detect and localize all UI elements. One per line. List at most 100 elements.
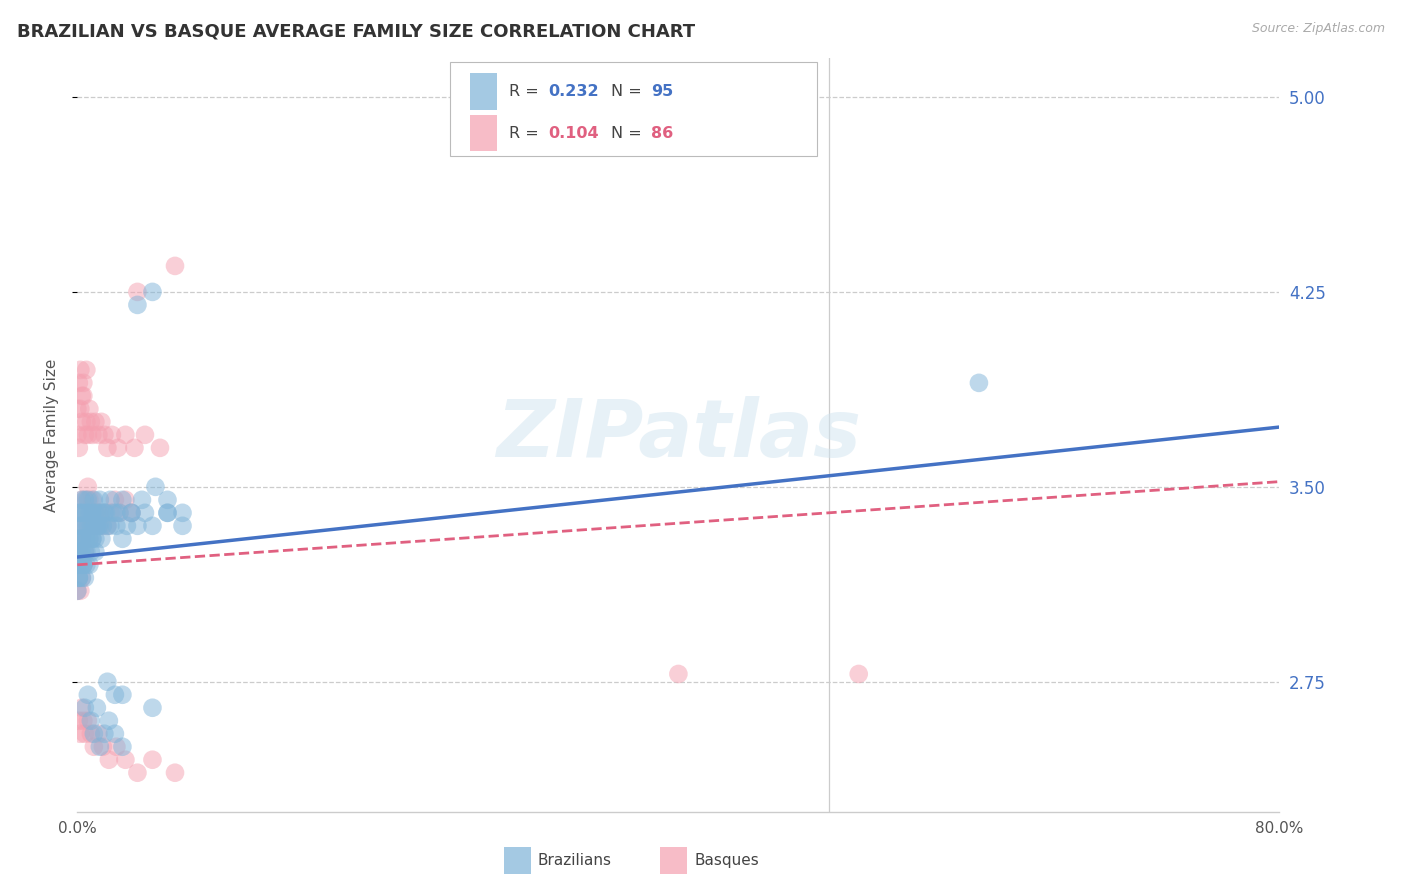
Point bbox=[75, 532, 97, 546]
Point bbox=[76, 518, 98, 533]
Point bbox=[67, 571, 90, 585]
Point bbox=[149, 441, 172, 455]
Point bbox=[75, 492, 97, 507]
Point bbox=[69, 558, 91, 572]
Point bbox=[86, 506, 108, 520]
Point bbox=[105, 739, 128, 754]
Point bbox=[141, 518, 163, 533]
Point bbox=[84, 518, 107, 533]
Point bbox=[66, 427, 89, 442]
Point bbox=[115, 518, 138, 533]
Point bbox=[79, 532, 101, 546]
Point bbox=[97, 753, 120, 767]
Point bbox=[76, 688, 98, 702]
Point bbox=[83, 727, 105, 741]
Point bbox=[131, 492, 153, 507]
Point bbox=[111, 492, 134, 507]
Point bbox=[80, 727, 103, 741]
FancyBboxPatch shape bbox=[661, 847, 686, 874]
Point bbox=[84, 545, 107, 559]
Point bbox=[127, 765, 149, 780]
FancyBboxPatch shape bbox=[471, 73, 496, 110]
Point bbox=[103, 506, 125, 520]
Point bbox=[67, 545, 90, 559]
Point bbox=[69, 583, 91, 598]
Text: N =: N = bbox=[612, 84, 647, 99]
Point bbox=[70, 571, 93, 585]
FancyBboxPatch shape bbox=[505, 847, 530, 874]
Point bbox=[76, 492, 98, 507]
Point bbox=[141, 753, 163, 767]
Point bbox=[93, 727, 115, 741]
Point bbox=[141, 700, 163, 714]
Point bbox=[79, 532, 101, 546]
FancyBboxPatch shape bbox=[450, 62, 817, 156]
Text: Source: ZipAtlas.com: Source: ZipAtlas.com bbox=[1251, 22, 1385, 36]
Point bbox=[82, 532, 104, 546]
Point bbox=[75, 415, 97, 429]
Point bbox=[120, 506, 142, 520]
Point bbox=[668, 667, 690, 681]
Point bbox=[70, 415, 93, 429]
Point bbox=[91, 518, 114, 533]
Point bbox=[111, 688, 134, 702]
Point bbox=[70, 532, 93, 546]
Point bbox=[100, 518, 122, 533]
Point bbox=[172, 506, 194, 520]
Point bbox=[127, 298, 149, 312]
Point bbox=[89, 506, 111, 520]
Point bbox=[76, 714, 98, 728]
Point bbox=[101, 427, 124, 442]
Point bbox=[75, 363, 97, 377]
Point bbox=[83, 492, 105, 507]
Point bbox=[84, 532, 107, 546]
Point bbox=[111, 739, 134, 754]
Text: Basques: Basques bbox=[695, 854, 759, 868]
Point bbox=[80, 714, 103, 728]
Point bbox=[80, 506, 103, 520]
Point bbox=[83, 739, 105, 754]
Point bbox=[96, 518, 118, 533]
Point bbox=[73, 506, 96, 520]
Point bbox=[84, 506, 107, 520]
Point bbox=[72, 518, 94, 533]
Point bbox=[72, 558, 94, 572]
Point bbox=[66, 532, 89, 546]
Text: 86: 86 bbox=[651, 126, 673, 141]
Point bbox=[69, 363, 91, 377]
Point bbox=[75, 558, 97, 572]
Point bbox=[67, 714, 90, 728]
Point bbox=[66, 558, 89, 572]
Point bbox=[72, 506, 94, 520]
Point bbox=[70, 389, 93, 403]
Point bbox=[967, 376, 990, 390]
Point bbox=[67, 518, 90, 533]
Y-axis label: Average Family Size: Average Family Size bbox=[44, 359, 59, 511]
Point bbox=[79, 492, 101, 507]
Point bbox=[89, 739, 111, 754]
Point bbox=[93, 427, 115, 442]
Point bbox=[90, 415, 112, 429]
Point bbox=[73, 545, 96, 559]
Point bbox=[67, 506, 90, 520]
Point bbox=[93, 506, 115, 520]
Point bbox=[87, 518, 110, 533]
Point bbox=[73, 518, 96, 533]
Point bbox=[70, 571, 93, 585]
Point bbox=[69, 401, 91, 416]
Point bbox=[79, 401, 101, 416]
Point bbox=[72, 389, 94, 403]
Point bbox=[100, 492, 122, 507]
Point bbox=[66, 583, 89, 598]
Point bbox=[163, 259, 186, 273]
Point bbox=[114, 753, 136, 767]
Point bbox=[127, 518, 149, 533]
Point bbox=[96, 518, 118, 533]
Point bbox=[97, 714, 120, 728]
Point bbox=[87, 506, 110, 520]
Point bbox=[111, 532, 134, 546]
Text: BRAZILIAN VS BASQUE AVERAGE FAMILY SIZE CORRELATION CHART: BRAZILIAN VS BASQUE AVERAGE FAMILY SIZE … bbox=[17, 22, 695, 40]
Point bbox=[70, 700, 93, 714]
Point bbox=[114, 492, 136, 507]
Point bbox=[114, 427, 136, 442]
